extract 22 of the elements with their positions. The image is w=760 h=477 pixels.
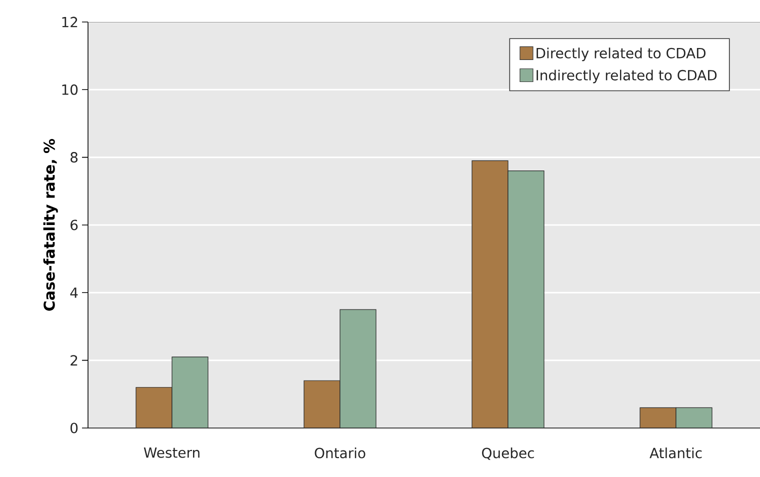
- y-tick-label: 4: [70, 288, 78, 298]
- bar: [136, 387, 172, 428]
- bar: [172, 356, 208, 428]
- bar: [676, 407, 712, 428]
- bar: [304, 380, 340, 428]
- bar: [640, 407, 676, 428]
- x-tick-label: Western: [144, 448, 200, 458]
- y-tick-label: 2: [70, 355, 78, 366]
- bar: [472, 160, 508, 428]
- x-tick-label: Ontario: [314, 448, 366, 458]
- y-tick-label: 8: [70, 152, 78, 163]
- y-tick-label: 12: [62, 16, 78, 28]
- legend-label: Directly related to CDAD: [536, 48, 706, 62]
- y-tick-label: 10: [62, 84, 78, 95]
- bar: [508, 170, 544, 428]
- y-tick-label: 6: [70, 220, 78, 230]
- y-tick-label: 0: [70, 422, 78, 434]
- x-tick-label: Atlantic: [650, 448, 702, 458]
- legend-label: Indirectly related to CDAD: [536, 70, 717, 84]
- bar: [340, 309, 376, 428]
- x-tick-label: Quebec: [482, 448, 534, 460]
- y-axis-title: Case-fatality rate, %: [43, 138, 58, 311]
